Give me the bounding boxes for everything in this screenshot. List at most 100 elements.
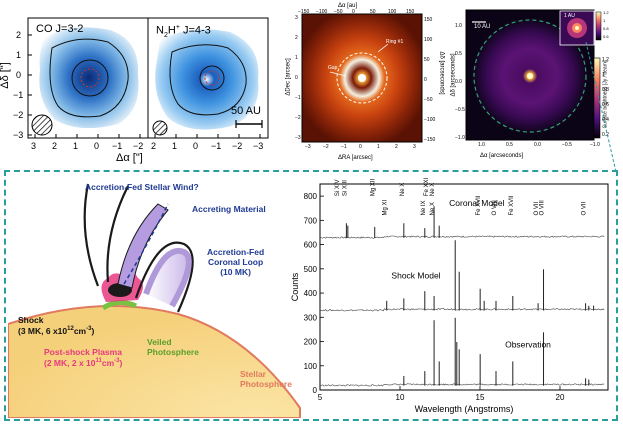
- c-colorbar-tick: 0.4: [602, 117, 609, 123]
- a-y-tick: −3: [13, 130, 24, 140]
- y-tick-label: 100: [304, 362, 318, 371]
- scale-label: 50 AU: [231, 105, 261, 117]
- b-left-tick: −2: [295, 115, 301, 121]
- n2h-label: N2H+ J=4-3: [156, 24, 211, 39]
- star-surface: [8, 305, 301, 418]
- line-annotation: Ne X: [400, 183, 406, 196]
- series-baseline: [319, 235, 605, 239]
- b-bottom-tick: 3: [413, 144, 416, 150]
- connector-line: [585, 41, 617, 173]
- c-left-axis: Δδ [arcseconds]: [450, 53, 457, 97]
- b-right-tick: 150: [424, 17, 433, 23]
- x-axis-label: Wavelength (Angstroms): [415, 404, 514, 414]
- panel-b-image: [301, 13, 423, 143]
- b-bottom-tick: −1: [341, 144, 347, 150]
- c-x-tick: 1.0: [478, 142, 485, 148]
- c-y-tick: −0.5: [455, 107, 465, 113]
- accreting-stream: [117, 203, 169, 289]
- c-colorbar-tick: 1: [602, 72, 605, 78]
- b-top-tick: 0: [352, 9, 355, 15]
- line-annotation: Fe XXII: [424, 178, 430, 196]
- c-scale-label: 10 AU: [474, 24, 491, 30]
- a-x-tick: 1: [73, 141, 79, 151]
- c-inset-tick: 0.6: [603, 34, 609, 39]
- a-x-tick: 2: [151, 141, 157, 151]
- series-label: Shock Model: [391, 271, 440, 281]
- c-bottom-axis: Δα [arcseconds]: [480, 153, 524, 159]
- c-y-tick: 0.5: [455, 51, 462, 57]
- b-left-tick: −1: [295, 95, 301, 101]
- b-right-tick: 0: [424, 77, 427, 83]
- b-bottom-tick: 2: [395, 144, 398, 150]
- a-y-tick: 1: [16, 50, 22, 60]
- c-inset-tick: 1.2: [603, 10, 609, 15]
- b-bottom-axis: ΔRA [arcsec]: [338, 155, 373, 161]
- x-tick-label: 10: [396, 393, 405, 402]
- line-annotation: O VII: [534, 202, 540, 216]
- y-tick-label: 300: [304, 313, 318, 322]
- panel-a-maps: [27, 17, 269, 139]
- x-tick-label: 5: [318, 393, 323, 402]
- n2h-emission: [155, 29, 259, 130]
- c-colorbar-tick: 0.2: [602, 132, 609, 138]
- line-annotation: Mg XI: [383, 200, 389, 216]
- line-annotation: Ne IX: [421, 200, 427, 215]
- a-x-tick: 0: [193, 141, 199, 151]
- c-x-tick: 0.5: [506, 142, 513, 148]
- c-colorbar-tick: 0.8: [602, 87, 609, 93]
- c-y-tick: 1.0: [455, 23, 462, 29]
- c-inset-scale: 1 AU: [564, 13, 575, 19]
- main-colorbar: [593, 57, 601, 139]
- a-x-tick: 1: [172, 141, 178, 151]
- veiled-region: [101, 300, 138, 311]
- c-x-tick: 0.0: [534, 142, 541, 148]
- y-tick-label: 500: [304, 265, 318, 274]
- veiled-label: Veiled Photosphere: [147, 337, 199, 357]
- dec-axis-label: Δδ ["]: [0, 62, 11, 89]
- y-tick-label: 0: [313, 386, 318, 395]
- x-tick-label: 20: [556, 393, 565, 402]
- b-bottom-tick: −2: [323, 144, 329, 150]
- b-left-tick: 1: [295, 55, 298, 61]
- co-emission: [39, 27, 139, 129]
- b-left-tick: 2: [295, 35, 298, 41]
- spectrum-chart: 0 100 200 300 400 500 600 700 800 5 10 15 20 Waveleng…: [290, 178, 609, 414]
- b-top-tick: 150: [406, 9, 415, 15]
- b-right-tick: −100: [424, 117, 436, 123]
- c-inset-tick: 0.8: [603, 26, 609, 31]
- co-label: CO J=3-2: [36, 23, 84, 35]
- b-right-tick: −50: [424, 97, 433, 103]
- loop-outer: [134, 241, 194, 313]
- beam-ellipse: [31, 114, 53, 136]
- a-x-tick: −1: [112, 141, 123, 151]
- b-bottom-tick: −3: [305, 144, 311, 150]
- b-right-tick: 50: [424, 57, 430, 63]
- stellar-label: Stellar Photosphere: [240, 369, 292, 389]
- line-annotation: Ne X: [430, 183, 436, 196]
- loop-label: Accretion-Fed Coronal Loop (10 MK): [207, 247, 265, 277]
- x-tick-label: 15: [476, 393, 485, 402]
- c-inset-tick: 1: [603, 18, 606, 23]
- c-colorbar-tick: 0.6: [602, 102, 609, 108]
- a-x-tick: 0: [94, 141, 100, 151]
- a-y-tick: −1: [13, 90, 24, 100]
- series-label: Observation: [505, 340, 551, 350]
- wind-line-1: [83, 183, 100, 287]
- b-left-tick: −3: [295, 135, 301, 141]
- a-y-tick: 2: [16, 30, 22, 40]
- b-right-axis: Δδ [arcseconds]: [438, 51, 445, 95]
- a-x-tick: −2: [232, 141, 243, 151]
- plot-frame: [319, 183, 609, 391]
- b-bottom-tick: 1: [377, 144, 380, 150]
- b-top-axis: Δα [au]: [338, 3, 358, 9]
- line-annotation: O VIII: [540, 200, 546, 216]
- a-x-tick: −2: [133, 141, 144, 151]
- zoom-box: [4, 170, 618, 421]
- post-shock-label: Post-shock Plasma (2 MK, 2 x 1011cm-3): [44, 347, 123, 368]
- b-top-tick: −100: [316, 9, 328, 15]
- panel-c-image: [465, 9, 602, 141]
- coronal-loop: [143, 247, 192, 308]
- b-top-tick: −150: [298, 9, 310, 15]
- c-x-tick: −1.0: [590, 142, 600, 148]
- b-left-tick: 0: [295, 75, 298, 81]
